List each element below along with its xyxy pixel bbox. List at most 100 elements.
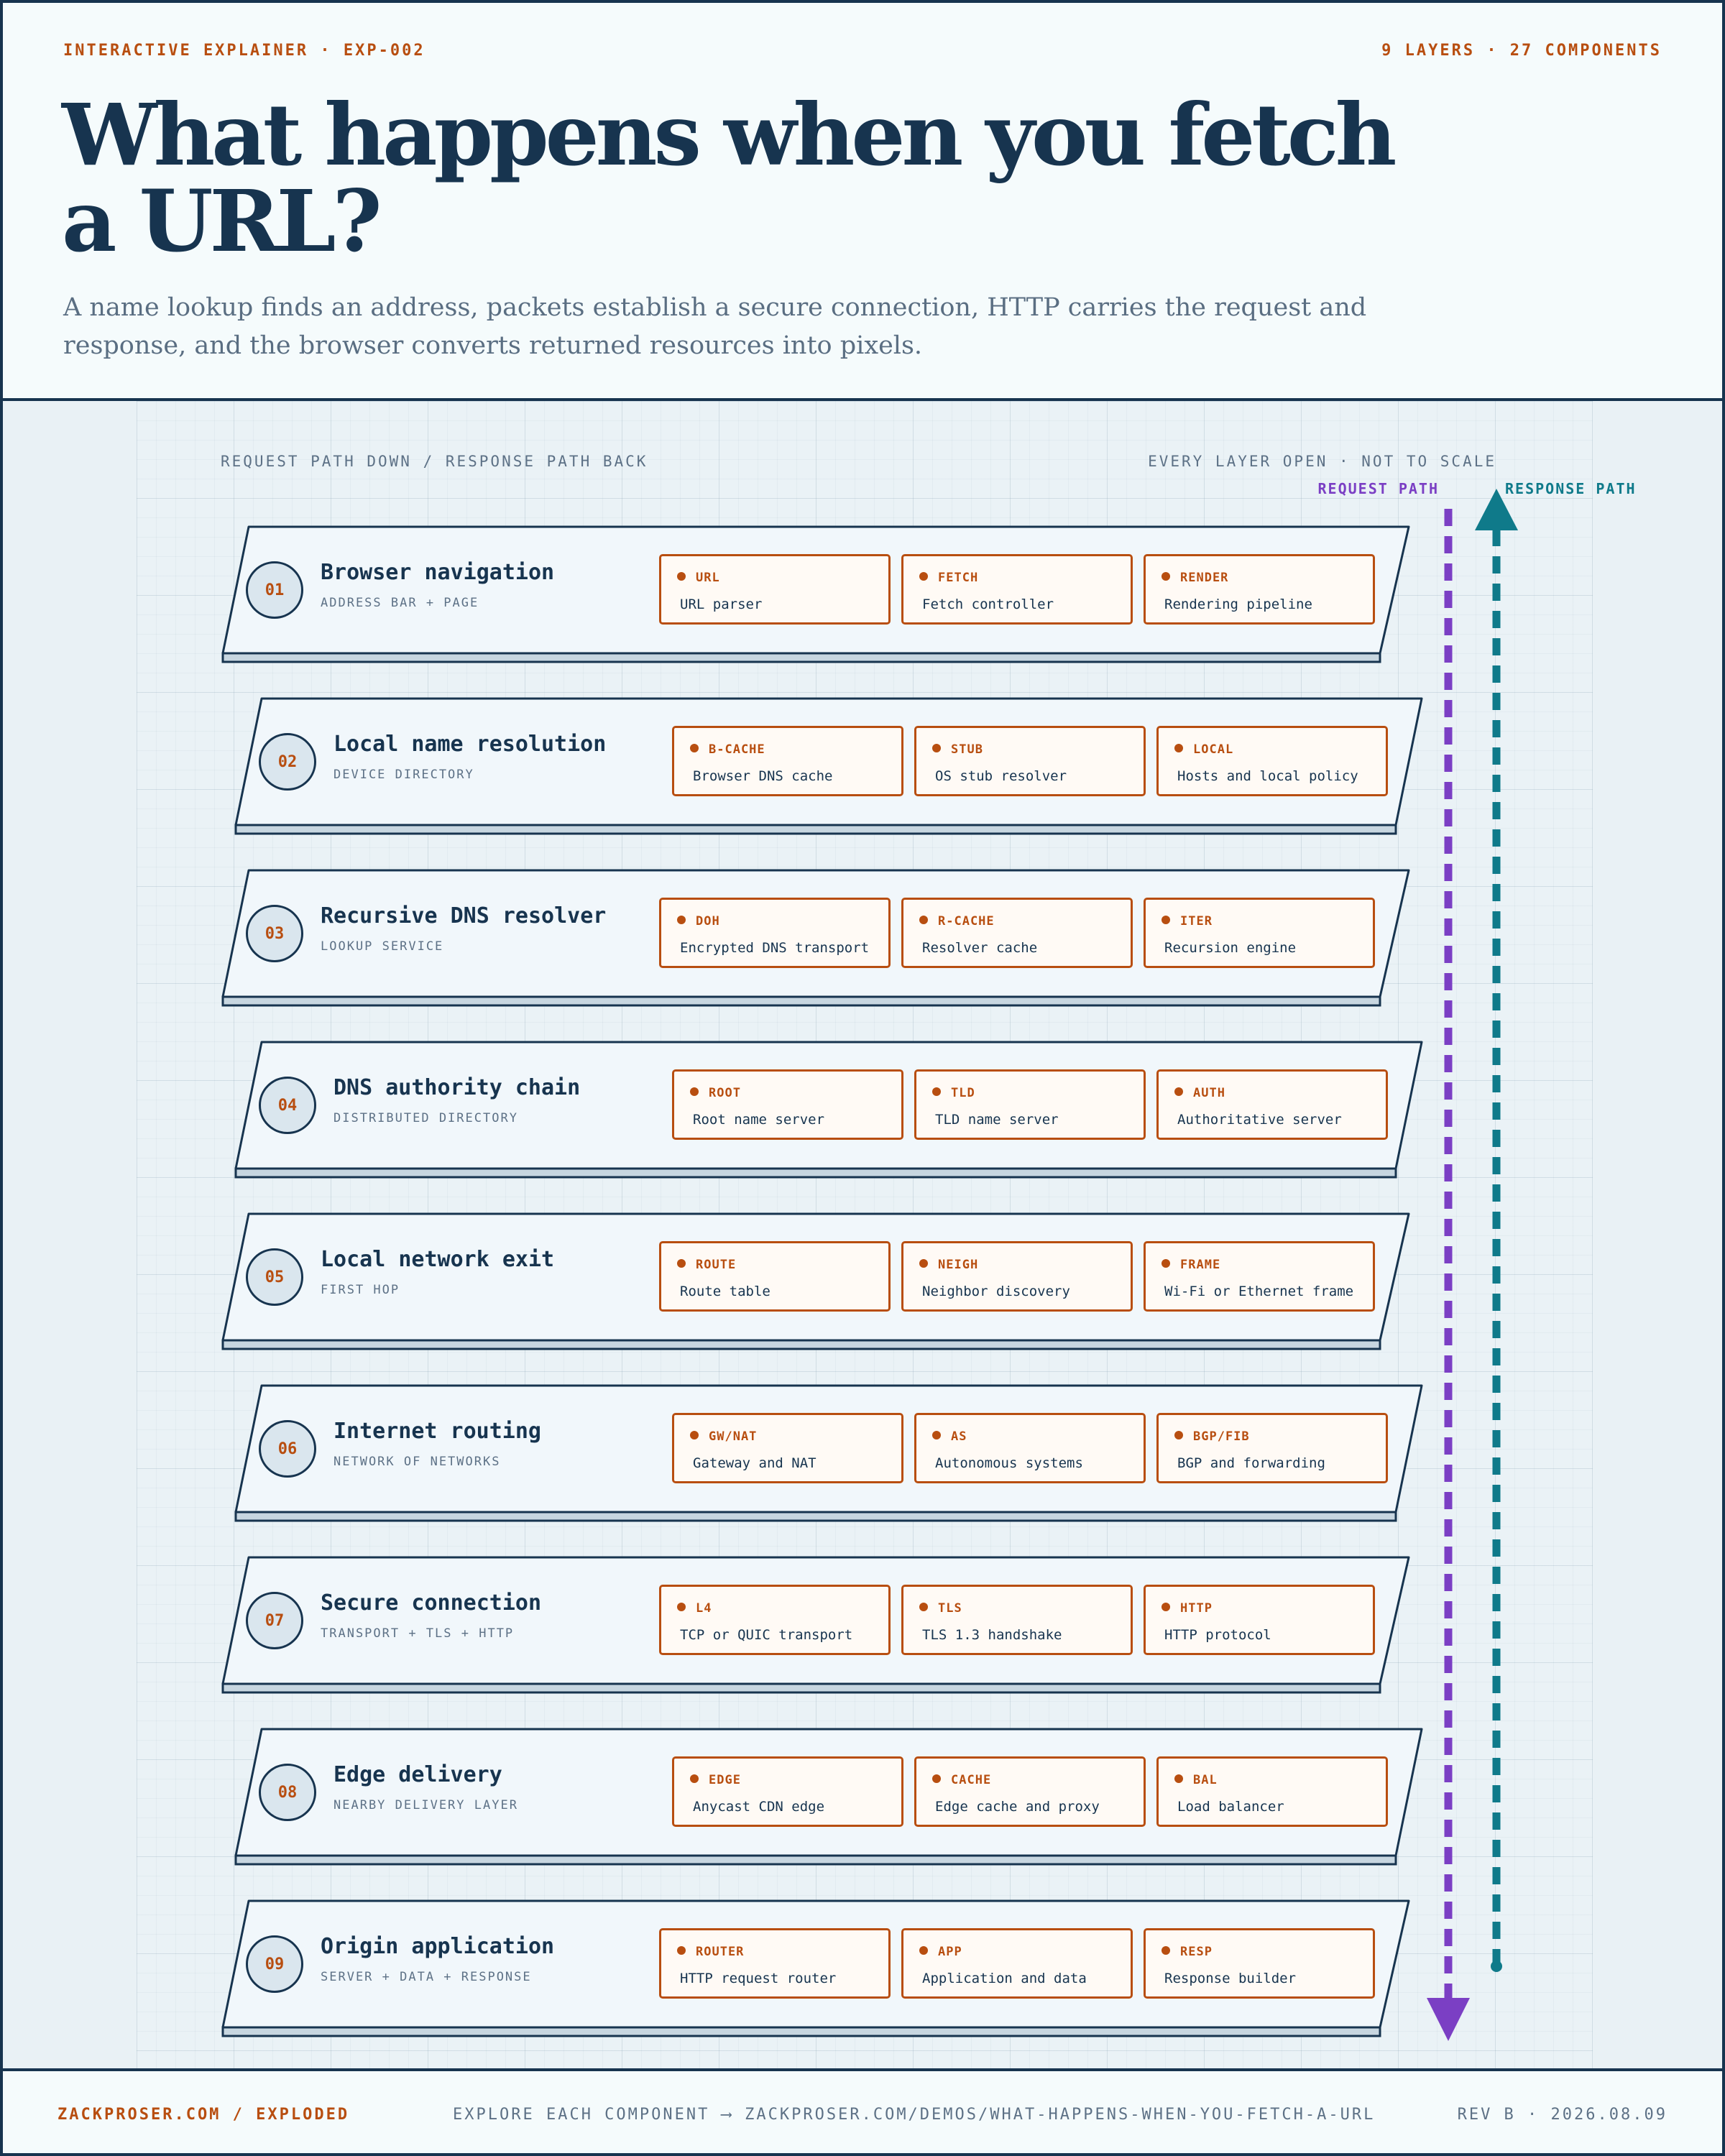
component-card[interactable]: HTTP HTTP protocol	[1144, 1585, 1375, 1655]
component-card[interactable]: RESP Response builder	[1144, 1928, 1375, 1999]
component-name: Route table	[680, 1284, 770, 1299]
component-card[interactable]: URL URL parser	[659, 554, 891, 625]
page-subtitle: A name lookup finds an address, packets …	[63, 293, 1367, 360]
layer-01[interactable]: 01 Browser navigation ADDRESS BAR + PAGE UR…	[221, 525, 1445, 671]
layer-number-badge: 08	[259, 1764, 316, 1821]
component-card[interactable]: CACHE Edge cache and proxy	[914, 1756, 1146, 1827]
component-name: HTTP protocol	[1164, 1627, 1271, 1643]
component-card[interactable]: FRAME Wi-Fi or Ethernet frame	[1144, 1241, 1375, 1312]
layer-02[interactable]: 02 Local name resolution DEVICE DIRECTORY B…	[234, 697, 1458, 842]
layer-09[interactable]: 09 Origin application SERVER + DATA + RESP…	[221, 1899, 1445, 2045]
component-code: BAL	[1174, 1773, 1218, 1787]
component-card[interactable]: R-CACHE Resolver cache	[901, 898, 1133, 968]
component-card[interactable]: TLS TLS 1.3 handshake	[901, 1585, 1133, 1655]
component-card[interactable]: ROUTER HTTP request router	[659, 1928, 891, 1999]
component-code: AUTH	[1174, 1086, 1225, 1100]
component-code: ITER	[1162, 914, 1213, 929]
component-code: URL	[677, 571, 720, 585]
footer-revision: REV B · 2026.08.09	[1457, 2106, 1668, 2124]
component-card[interactable]: AS Autonomous systems	[914, 1413, 1146, 1483]
layer-08[interactable]: 08 Edge delivery NEARBY DELIVERY LAYER EDGE…	[234, 1728, 1458, 1873]
layer-name: Recursive DNS resolver	[321, 903, 607, 929]
layer-subtitle: SERVER + DATA + RESPONSE	[321, 1970, 532, 1984]
component-code: R-CACHE	[919, 914, 995, 929]
layer-number-badge: 06	[259, 1420, 316, 1478]
component-card[interactable]: ITER Recursion engine	[1144, 898, 1375, 968]
component-card[interactable]: RENDER Rendering pipeline	[1144, 554, 1375, 625]
component-name: BGP and forwarding	[1177, 1455, 1325, 1471]
component-card[interactable]: EDGE Anycast CDN edge	[672, 1756, 903, 1827]
response-path-label: RESPONSE PATH	[1505, 480, 1637, 497]
layer-name: Local network exit	[321, 1247, 555, 1272]
component-code: AS	[932, 1429, 967, 1444]
caption-right: EVERY LAYER OPEN · NOT TO SCALE	[1148, 453, 1496, 470]
component-card[interactable]: AUTH Authoritative server	[1156, 1069, 1388, 1140]
component-name: Anycast CDN edge	[693, 1799, 825, 1815]
caption-left: REQUEST PATH DOWN / RESPONSE PATH BACK	[221, 453, 648, 470]
component-name: OS stub resolver	[935, 768, 1067, 784]
component-code: DOH	[677, 914, 720, 929]
component-card[interactable]: L4 TCP or QUIC transport	[659, 1585, 891, 1655]
component-card[interactable]: ROUTE Route table	[659, 1241, 891, 1312]
layer-subtitle: NETWORK OF NETWORKS	[334, 1455, 501, 1469]
component-card[interactable]: LOCAL Hosts and local policy	[1156, 726, 1388, 796]
component-code: FRAME	[1162, 1258, 1220, 1272]
component-card[interactable]: TLD TLD name server	[914, 1069, 1146, 1140]
page-title: What happens when you fetch a URL?	[62, 85, 1397, 271]
footer-explore-link[interactable]: EXPLORE EACH COMPONENT ⟶ ZACKPROSER.COM/…	[453, 2106, 1376, 2124]
component-card[interactable]: B-CACHE Browser DNS cache	[672, 726, 903, 796]
layer-03[interactable]: 03 Recursive DNS resolver LOOKUP SERVICE DO…	[221, 869, 1445, 1014]
component-code: APP	[919, 1945, 962, 1959]
component-name: Neighbor discovery	[922, 1284, 1070, 1299]
component-name: Resolver cache	[922, 940, 1038, 956]
component-code: ROUTE	[677, 1258, 736, 1272]
layer-04[interactable]: 04 DNS authority chain DISTRIBUTED DIRECTO…	[234, 1041, 1458, 1186]
layer-number-badge: 03	[246, 905, 303, 962]
layer-name: Edge delivery	[334, 1762, 502, 1787]
component-card[interactable]: ROOT Root name server	[672, 1069, 903, 1140]
layer-subtitle: ADDRESS BAR + PAGE	[321, 596, 479, 610]
component-code: NEIGH	[919, 1258, 978, 1272]
component-card[interactable]: BGP/FIB BGP and forwarding	[1156, 1413, 1388, 1483]
component-card[interactable]: FETCH Fetch controller	[901, 554, 1133, 625]
component-card[interactable]: STUB OS stub resolver	[914, 726, 1146, 796]
component-card[interactable]: DOH Encrypted DNS transport	[659, 898, 891, 968]
component-code: BGP/FIB	[1174, 1429, 1250, 1444]
component-code: FETCH	[919, 571, 978, 585]
layer-subtitle: LOOKUP SERVICE	[321, 939, 444, 954]
kicker-right: 9 LAYERS · 27 COMPONENTS	[1381, 42, 1662, 60]
component-name: HTTP request router	[680, 1971, 837, 1986]
component-name: Rendering pipeline	[1164, 596, 1312, 612]
layer-name: Secure connection	[321, 1590, 542, 1616]
component-name: URL parser	[680, 596, 763, 612]
layer-name: DNS authority chain	[334, 1075, 581, 1100]
layer-name: Browser navigation	[321, 560, 555, 585]
component-code: STUB	[932, 742, 983, 757]
component-name: Authoritative server	[1177, 1112, 1342, 1128]
component-card[interactable]: NEIGH Neighbor discovery	[901, 1241, 1133, 1312]
layer-number-badge: 01	[246, 561, 303, 619]
component-code: RENDER	[1162, 571, 1228, 585]
component-name: Root name server	[693, 1112, 825, 1128]
layer-subtitle: DEVICE DIRECTORY	[334, 768, 474, 782]
layer-number-badge: 04	[259, 1077, 316, 1134]
component-code: ROUTER	[677, 1945, 744, 1959]
component-name: Edge cache and proxy	[935, 1799, 1100, 1815]
layer-07[interactable]: 07 Secure connection TRANSPORT + TLS + HTT…	[221, 1556, 1445, 1701]
layer-05[interactable]: 05 Local network exit FIRST HOP ROUTE Route …	[221, 1212, 1445, 1358]
component-name: TLD name server	[935, 1112, 1059, 1128]
component-name: TLS 1.3 handshake	[922, 1627, 1062, 1643]
component-code: HTTP	[1162, 1601, 1213, 1616]
component-card[interactable]: BAL Load balancer	[1156, 1756, 1388, 1827]
component-name: Load balancer	[1177, 1799, 1284, 1815]
component-name: Recursion engine	[1164, 940, 1297, 956]
component-code: GW/NAT	[690, 1429, 757, 1444]
layer-06[interactable]: 06 Internet routing NETWORK OF NETWORKS GW/…	[234, 1384, 1458, 1529]
component-code: RESP	[1162, 1945, 1213, 1959]
component-name: Browser DNS cache	[693, 768, 833, 784]
footer-brand-link[interactable]: ZACKPROSER.COM / EXPLODED	[58, 2106, 350, 2124]
layer-number-badge: 07	[246, 1592, 303, 1649]
component-card[interactable]: GW/NAT Gateway and NAT	[672, 1413, 903, 1483]
component-card[interactable]: APP Application and data	[901, 1928, 1133, 1999]
